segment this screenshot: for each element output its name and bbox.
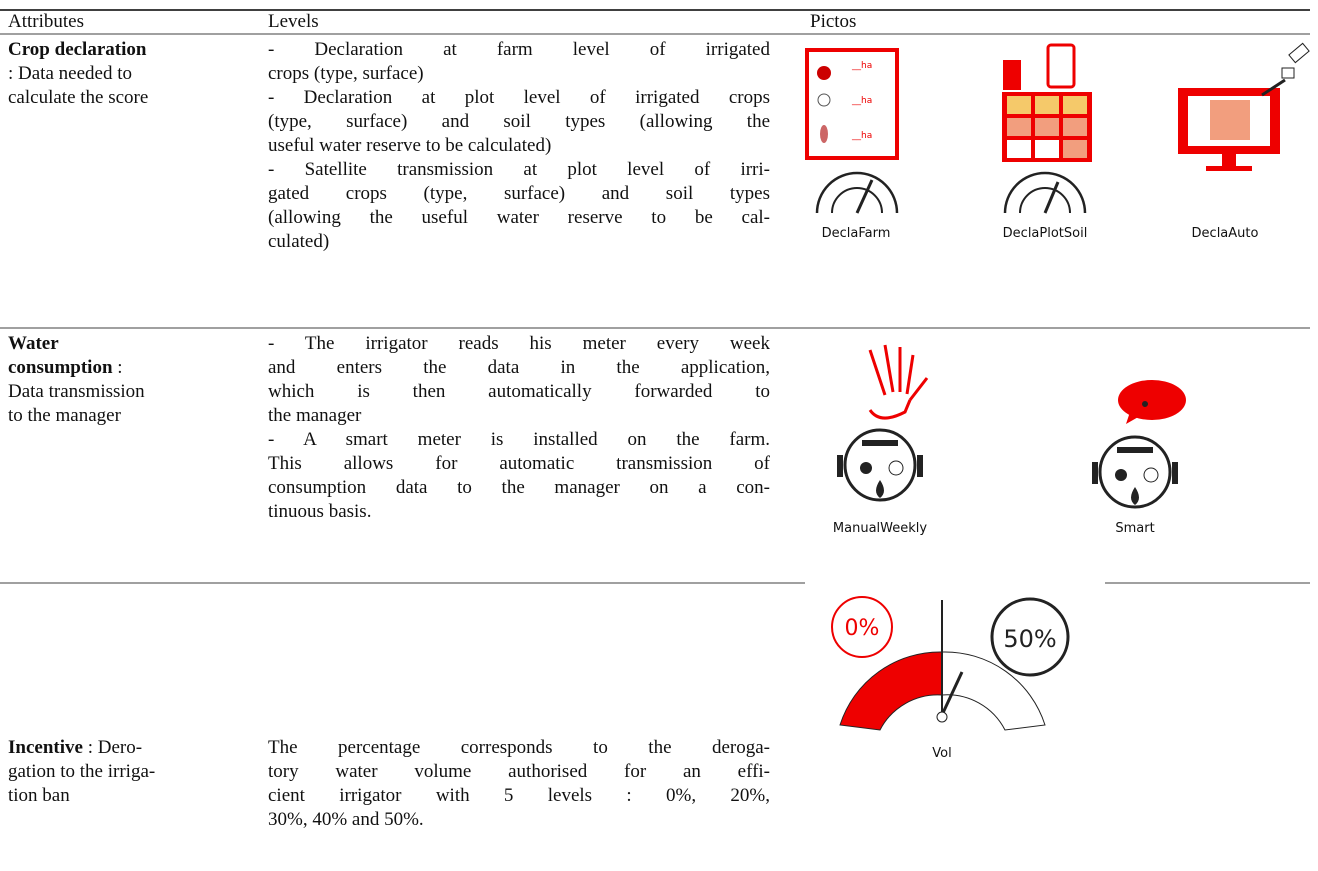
attribute-line: to the manager	[8, 404, 121, 428]
icon-text: 0%	[845, 616, 880, 641]
level-line: - Declaration at plot level of irrigated…	[268, 87, 770, 108]
picto-label: Smart	[1115, 521, 1155, 536]
level-line: The percentage corresponds to the deroga…	[268, 737, 770, 758]
icon-text: __ha	[851, 61, 872, 71]
level-line: - Declaration at farm level of irrigated	[268, 39, 770, 60]
attribute-line: consumption :	[8, 356, 123, 380]
level-line: - A smart meter is installed on the farm…	[268, 429, 770, 450]
level-line: (type, surface) and soil types (allowing…	[268, 111, 770, 132]
icon-declaauto	[1178, 42, 1310, 171]
level-line: culated)	[268, 231, 330, 252]
level-line: 30%, 40% and 50%.	[268, 809, 424, 830]
attribute-name: Water	[8, 333, 59, 354]
picto-label: DeclaFarm	[821, 226, 891, 241]
icon-manualweekly	[837, 344, 929, 502]
level-line: consumption data to the manager on a con…	[268, 477, 770, 498]
level-line: which is then automatically forwarded to	[268, 381, 770, 402]
attribute-text: Data transmission	[8, 381, 145, 402]
attribute-text: to the manager	[8, 405, 121, 426]
icon-vol: 0% 50%	[831, 596, 1070, 731]
attribute-name: Incentive	[8, 737, 83, 758]
level-line: This allows for automatic transmission o…	[268, 453, 770, 474]
header-cell: Levels	[268, 11, 319, 32]
header-cell: Attributes	[8, 11, 84, 32]
attribute-line: : Data needed to	[8, 62, 132, 86]
attribute-text: gation to the irriga-	[8, 761, 156, 782]
attribute-text: :	[112, 357, 123, 378]
levels: - Declaration at farm level of irrigated…	[268, 38, 770, 254]
levels: The percentage corresponds to the deroga…	[268, 736, 770, 832]
attribute-text: : Dero-	[82, 737, 143, 758]
level-line: useful water reserve to be calculated)	[268, 135, 552, 156]
level-line: (allowing the useful water reserve to be…	[268, 207, 770, 228]
attribute-text: calculate the score	[8, 87, 149, 108]
level-line: tinuous basis.	[268, 501, 372, 522]
level-line: cient irrigator with 5 levels : 0%, 20%,	[268, 785, 770, 806]
attribute-text: : Data needed to	[8, 63, 132, 84]
attribute-line: Crop declaration	[8, 38, 146, 62]
level-line: the manager	[268, 405, 362, 426]
attribute-line: tion ban	[8, 784, 70, 808]
level-line: - Satellite transmission at plot level o…	[268, 159, 770, 180]
picto-label: ManualWeekly	[832, 521, 928, 536]
level-line: and enters the data in the application,	[268, 357, 770, 378]
icon-text: __ha	[851, 131, 872, 141]
icon-smart	[1092, 380, 1186, 509]
level-line: - The irrigator reads his meter every we…	[268, 333, 770, 354]
icon-text: 50%	[1003, 625, 1056, 653]
attribute-line: Incentive : Dero-	[8, 736, 142, 760]
level-line: crops (type, surface)	[268, 63, 424, 84]
icon-text: __ha	[851, 96, 872, 106]
levels: - The irrigator reads his meter every we…	[268, 332, 770, 524]
picto-label: DeclaAuto	[1191, 226, 1259, 241]
icon-declaplotsoil	[1002, 43, 1092, 214]
header-cell: Pictos	[810, 11, 857, 32]
attribute-name: Crop declaration	[8, 39, 147, 60]
attribute-text: tion ban	[8, 785, 70, 806]
picto-label: Vol	[932, 746, 952, 761]
level-line: gated crops (type, surface) and soil typ…	[268, 183, 770, 204]
attribute-line: Water	[8, 332, 59, 356]
picto-label: DeclaPlotSoil	[1002, 226, 1088, 241]
attribute-line: gation to the irriga-	[8, 760, 155, 784]
icon-declafarm: __ha __ha __ha	[805, 48, 899, 214]
level-line: tory water volume authorised for an effi…	[268, 761, 770, 782]
attribute-name: consumption	[8, 357, 113, 378]
attribute-line: Data transmission	[8, 380, 145, 404]
attribute-line: calculate the score	[8, 86, 148, 110]
